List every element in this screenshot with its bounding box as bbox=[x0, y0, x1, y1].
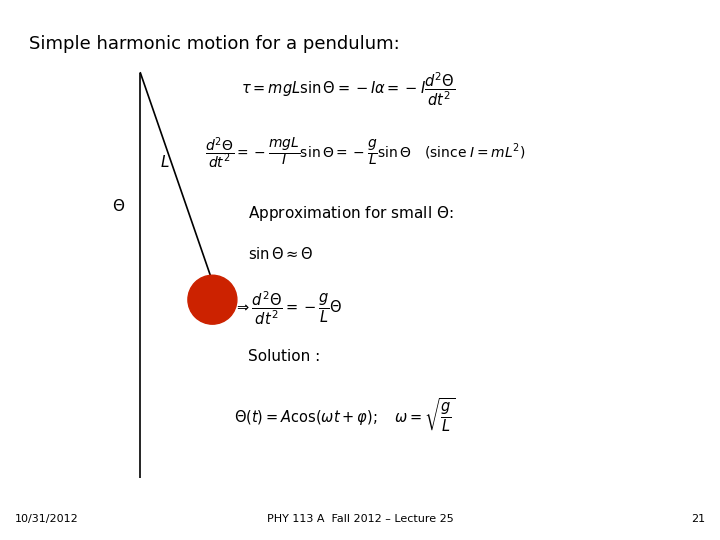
Text: $\tau = mgL\sin\Theta = -I\alpha = -I\dfrac{d^2\Theta}{dt^2}$: $\tau = mgL\sin\Theta = -I\alpha = -I\df… bbox=[241, 70, 456, 108]
Text: $\Theta(t) = A\cos(\omega t + \varphi); \quad \omega = \sqrt{\dfrac{g}{L}}$: $\Theta(t) = A\cos(\omega t + \varphi); … bbox=[234, 397, 456, 434]
Text: Simple harmonic motion for a pendulum:: Simple harmonic motion for a pendulum: bbox=[29, 35, 400, 53]
Text: Solution :: Solution : bbox=[248, 349, 320, 364]
Text: $\sin\Theta \approx \Theta$: $\sin\Theta \approx \Theta$ bbox=[248, 246, 314, 262]
Text: 21: 21 bbox=[691, 514, 706, 524]
Text: 10/31/2012: 10/31/2012 bbox=[14, 514, 78, 524]
Text: $\Rightarrow \dfrac{d^2\Theta}{dt^2} = -\dfrac{g}{L}\Theta$: $\Rightarrow \dfrac{d^2\Theta}{dt^2} = -… bbox=[234, 289, 343, 327]
Text: $\Theta$: $\Theta$ bbox=[112, 198, 125, 214]
Text: PHY 113 A  Fall 2012 – Lecture 25: PHY 113 A Fall 2012 – Lecture 25 bbox=[266, 514, 454, 524]
Text: $\dfrac{d^2\Theta}{dt^2} = -\dfrac{mgL}{I}\sin\Theta = -\dfrac{g}{L}\sin\Theta \: $\dfrac{d^2\Theta}{dt^2} = -\dfrac{mgL}{… bbox=[205, 136, 526, 172]
Text: $L$: $L$ bbox=[160, 154, 169, 170]
Text: Approximation for small $\Theta$:: Approximation for small $\Theta$: bbox=[248, 204, 454, 223]
Ellipse shape bbox=[188, 275, 237, 324]
